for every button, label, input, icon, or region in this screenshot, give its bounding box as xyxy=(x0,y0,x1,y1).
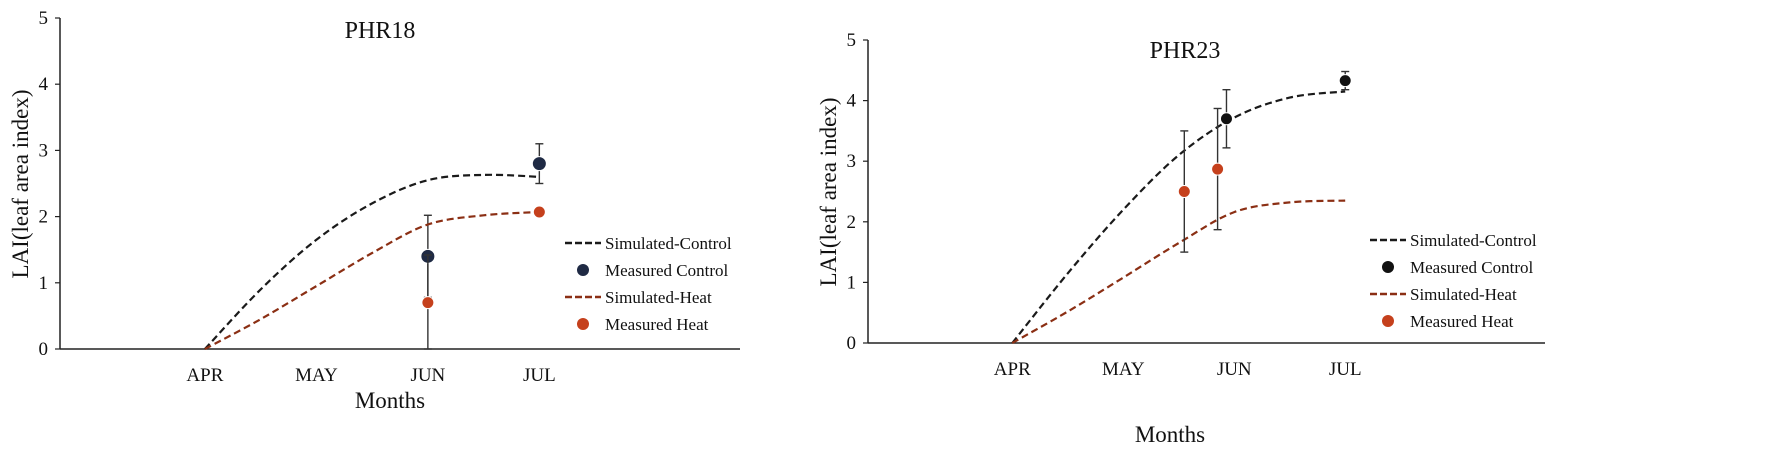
legend-label: Simulated-Heat xyxy=(605,288,712,307)
x-tick-label: MAY xyxy=(1102,359,1145,380)
data-point xyxy=(421,296,435,310)
chart-title: PHR23 xyxy=(1150,38,1221,64)
legend-item: Measured Control xyxy=(1382,258,1534,277)
data-point xyxy=(531,156,547,172)
series-measured-heat xyxy=(421,205,546,350)
y-tick-label: 2 xyxy=(39,207,49,228)
chart-phr23: 0 1 2 3 4 5 APR MAY JUN JUL PHR23 Months LAI(leaf ar… xyxy=(816,30,1545,447)
legend-swatch-marker xyxy=(1382,261,1394,273)
y-tick-label: 0 xyxy=(847,333,857,354)
y-tick-label: 3 xyxy=(39,140,49,161)
legend-item: Measured Control xyxy=(577,261,729,280)
x-tick-label: APR xyxy=(994,359,1031,380)
series-line xyxy=(204,173,540,350)
legend-label: Measured Heat xyxy=(1410,312,1514,331)
legend-item: Simulated-Heat xyxy=(565,288,712,307)
legend-swatch-marker xyxy=(577,264,589,276)
legend-label: Simulated-Control xyxy=(605,234,732,253)
series-line xyxy=(204,210,540,350)
y-axis-title: LAI(leaf area index) xyxy=(8,90,33,279)
series-measured-control xyxy=(1219,70,1352,149)
legend-item: Measured Heat xyxy=(1382,312,1514,331)
y-axis-title: LAI(leaf area index) xyxy=(816,98,841,287)
chart-title: PHR18 xyxy=(345,18,416,44)
legend: Simulated-Control Measured Control Simulat… xyxy=(565,234,732,334)
x-axis-title: Months xyxy=(1135,422,1205,447)
y-tick-label: 2 xyxy=(847,212,857,233)
data-point xyxy=(1219,112,1233,126)
series-simulated-control xyxy=(1011,90,1346,344)
y-tick-label: 5 xyxy=(847,30,857,51)
legend-item: Simulated-Heat xyxy=(1370,285,1517,304)
x-tick-label: JUL xyxy=(523,365,556,386)
legend-label: Simulated-Control xyxy=(1410,231,1537,250)
legend-item: Measured Heat xyxy=(577,315,709,334)
x-tick-label: JUL xyxy=(1329,359,1362,380)
y-tick-label: 4 xyxy=(847,91,857,112)
x-tick-label: JUN xyxy=(1217,359,1252,380)
series-measured-heat xyxy=(1177,107,1225,253)
legend: Simulated-Control Measured Control Simulat… xyxy=(1370,231,1537,331)
legend-swatch-marker xyxy=(1382,315,1394,327)
legend-label: Measured Heat xyxy=(605,315,709,334)
chart-phr18: 0 1 2 3 4 5 APR MAY JUN JUL PHR18 Months LAI(leaf ar… xyxy=(8,8,740,413)
legend-label: Simulated-Heat xyxy=(1410,285,1517,304)
data-point xyxy=(1211,162,1225,176)
data-point xyxy=(1338,74,1352,88)
x-tick-label: APR xyxy=(186,365,223,386)
series-simulated-heat xyxy=(204,210,540,350)
x-tick-label: JUN xyxy=(410,365,445,386)
data-point xyxy=(1177,185,1191,198)
y-tick-label: 3 xyxy=(847,151,857,172)
series-line xyxy=(1011,199,1346,344)
legend-swatch-marker xyxy=(577,318,589,330)
x-axis-title: Months xyxy=(355,388,425,413)
legend-label: Measured Control xyxy=(1410,258,1534,277)
y-tick-label: 4 xyxy=(39,74,49,95)
legend-item: Simulated-Control xyxy=(565,234,732,253)
series-simulated-control xyxy=(204,173,540,350)
legend-label: Measured Control xyxy=(605,261,729,280)
x-tick-label: MAY xyxy=(295,365,338,386)
y-tick-label: 5 xyxy=(39,8,49,29)
y-tick-label: 0 xyxy=(39,339,49,360)
series-line xyxy=(1011,90,1346,344)
series-simulated-heat xyxy=(1011,199,1346,344)
y-tick-label: 1 xyxy=(847,272,857,293)
legend-item: Simulated-Control xyxy=(1370,231,1537,250)
y-tick-label: 1 xyxy=(39,273,49,294)
data-point xyxy=(532,205,546,219)
